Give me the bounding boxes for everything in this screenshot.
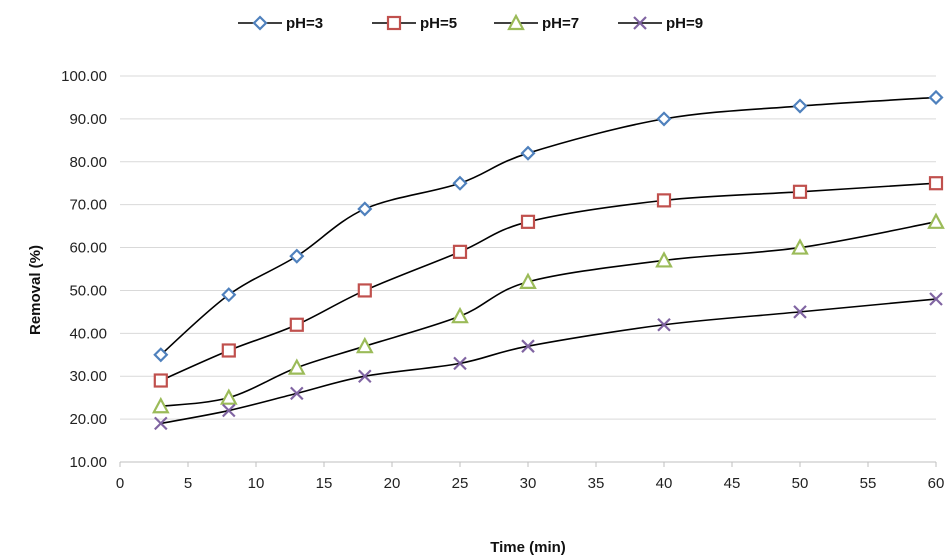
y-tick-label: 40.00 [69, 325, 107, 342]
series-ph-7-point [791, 238, 809, 255]
series-ph-3-point [289, 248, 305, 264]
series-ph-9 [154, 292, 943, 431]
series-ph-9-point [453, 356, 467, 371]
y-tick-label: 60.00 [69, 240, 107, 257]
legend-ph-7-marker [507, 13, 525, 31]
x-tick-label: 55 [860, 475, 877, 492]
series-ph-7-point [355, 336, 374, 354]
series-ph-3-point [357, 201, 373, 217]
series-ph-5 [153, 176, 944, 388]
series-ph-5-point [153, 373, 168, 388]
x-marker-stroke [657, 317, 671, 332]
x-tick-label: 10 [248, 475, 265, 492]
x-tick-label: 0 [116, 475, 124, 492]
legend-ph-9: pH=9 [618, 15, 703, 32]
series-ph-3-point [153, 347, 169, 363]
legend: pH=3 pH=5 pH=7 pH=9 [238, 13, 703, 32]
series-ph-7-point [519, 272, 537, 289]
legend-ph-3: pH=3 [238, 15, 323, 32]
series-ph-9-point [657, 317, 671, 332]
x-tick-label: 30 [520, 475, 537, 492]
x-tick-label: 50 [792, 475, 809, 492]
legend-ph-5: pH=5 [372, 15, 457, 32]
series-ph-7-point [451, 306, 469, 324]
series-ph-3-point [221, 287, 237, 303]
legend-ph-9-marker [633, 16, 647, 30]
y-tick-label: 80.00 [69, 154, 107, 171]
axes: 10.00 20.00 30.00 40.00 50.00 60.00 70.00 80.00… [61, 68, 944, 492]
legend-ph-3-marker [252, 15, 268, 31]
series-ph-7-point [655, 251, 673, 268]
x-marker-stroke [358, 369, 372, 384]
series-ph-9-line [160, 298, 937, 425]
legend-ph-5-marker [386, 15, 402, 31]
legend-ph-7: pH=7 [494, 13, 579, 32]
series-ph-9-point [793, 305, 807, 319]
gridlines [120, 75, 936, 420]
x-marker-stroke [929, 292, 943, 306]
y-axis-title: Removal (%) [27, 245, 44, 335]
x-tick-label: 40 [656, 475, 673, 492]
legend-ph-9-label: pH=9 [666, 15, 703, 32]
series-ph-5-point [289, 317, 304, 332]
x-marker-stroke [453, 356, 467, 371]
series-ph-7-point [219, 388, 238, 405]
series-ph-3-point [656, 111, 672, 127]
series-layer [151, 89, 945, 431]
series-ph-9-point [358, 369, 372, 384]
x-tick-label: 45 [724, 475, 741, 492]
series-ph-5-line [160, 182, 937, 382]
series-ph-3-point [928, 89, 944, 106]
y-tick-label: 90.00 [69, 111, 107, 128]
legend-ph-5-label: pH=5 [420, 15, 457, 32]
series-ph-7-point [287, 358, 306, 375]
y-tick-label: 70.00 [69, 197, 107, 214]
y-tick-label: 50.00 [69, 282, 107, 299]
legend-ph-7-label: pH=7 [542, 15, 579, 32]
series-ph-7 [151, 212, 945, 414]
series-ph-9-point [290, 386, 304, 401]
series-ph-3-point [520, 145, 536, 161]
series-ph-5-point [452, 244, 468, 259]
x-tick-label: 25 [452, 475, 469, 492]
series-ph-3-point [452, 175, 468, 191]
x-marker-stroke [290, 386, 304, 401]
x-marker-stroke [633, 16, 647, 30]
series-ph-5-point [792, 184, 808, 199]
series-ph-5-point [520, 214, 536, 229]
x-tick-label: 20 [384, 475, 401, 492]
series-ph-3-point [792, 98, 808, 114]
series-ph-5-point [221, 343, 236, 358]
y-tick-label: 30.00 [69, 368, 107, 385]
x-tick-label: 35 [588, 475, 605, 492]
series-ph-9-point [154, 416, 168, 431]
x-marker-stroke [521, 339, 535, 353]
y-tick-label: 100.00 [61, 68, 107, 85]
x-marker-stroke [793, 305, 807, 319]
x-tick-label: 15 [316, 475, 333, 492]
series-ph-9-point [929, 292, 943, 306]
y-tick-label: 20.00 [69, 411, 107, 428]
series-ph-7-point [151, 396, 170, 414]
series-ph-3 [153, 89, 944, 363]
series-ph-5-point [656, 193, 672, 208]
x-tick-label: 60 [928, 475, 945, 492]
series-ph-5-point [357, 283, 372, 298]
series-ph-5-point [928, 176, 944, 191]
x-marker-stroke [154, 416, 168, 431]
x-tick-label: 5 [184, 475, 192, 492]
series-ph-9-point [222, 403, 236, 418]
series-ph-7-line [160, 221, 937, 408]
series-ph-7-point [927, 212, 945, 229]
legend-ph-3-label: pH=3 [286, 15, 323, 32]
x-marker-stroke [222, 403, 236, 418]
x-axis-title: Time (min) [490, 539, 566, 555]
series-ph-9-point [521, 339, 535, 353]
series-ph-3-line [160, 96, 937, 356]
y-tick-label: 10.00 [69, 454, 107, 471]
